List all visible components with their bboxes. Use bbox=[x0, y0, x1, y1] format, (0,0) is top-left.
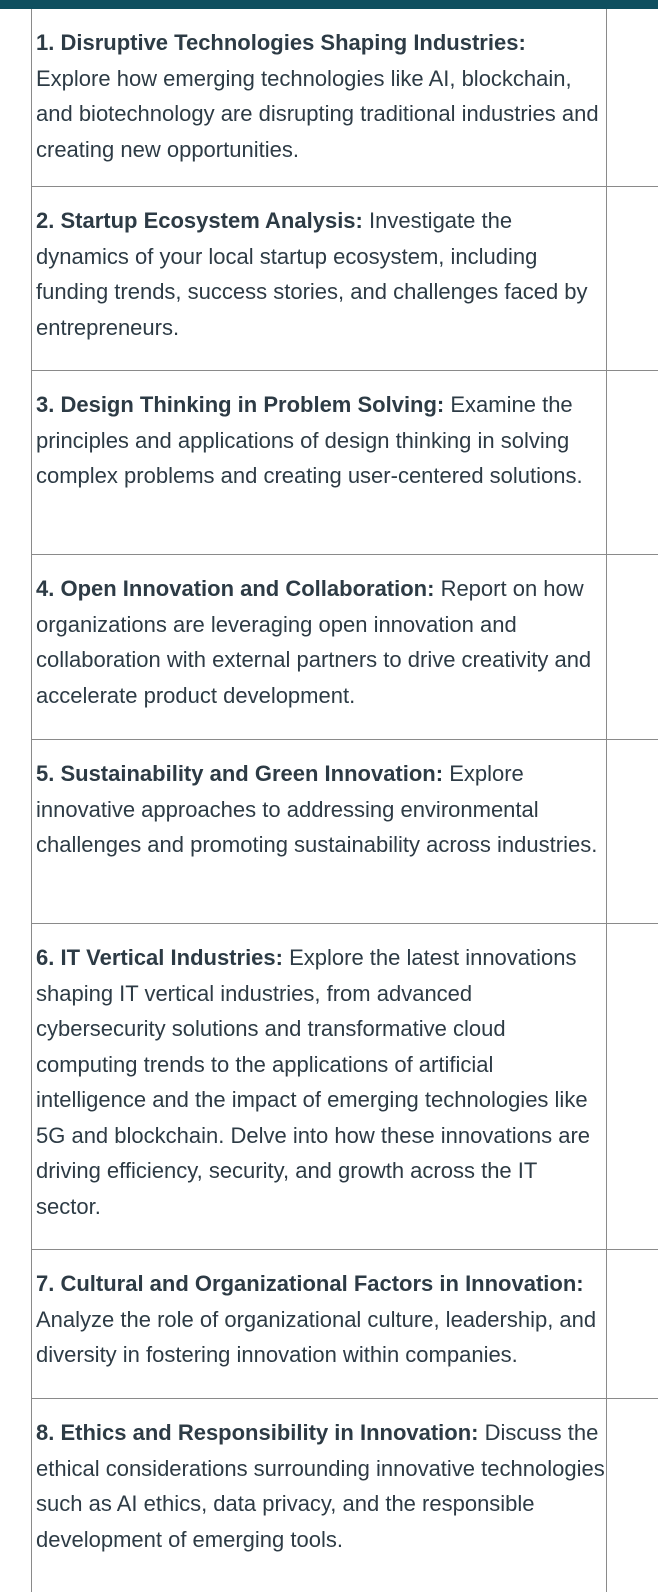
topics-table: 1. Disruptive Technologies Shaping Indus… bbox=[31, 9, 658, 1592]
table-row: 7. Cultural and Organizational Factors i… bbox=[32, 1250, 658, 1399]
topic-cell: 7. Cultural and Organizational Factors i… bbox=[32, 1250, 607, 1398]
table-row: 3. Design Thinking in Problem Solving: E… bbox=[32, 371, 658, 555]
table-row: 8. Ethics and Responsibility in Innovati… bbox=[32, 1399, 658, 1592]
side-cell bbox=[607, 371, 658, 554]
topic-cell: 8. Ethics and Responsibility in Innovati… bbox=[32, 1399, 607, 1592]
topic-cell: 6. IT Vertical Industries: Explore the l… bbox=[32, 924, 607, 1249]
topic-title: 5. Sustainability and Green Innovation: bbox=[36, 761, 450, 786]
side-cell bbox=[607, 1250, 658, 1398]
topic-description: Investigate the dynamics of your local s… bbox=[36, 208, 588, 340]
top-banner-strip bbox=[0, 0, 658, 9]
table-row: 1. Disruptive Technologies Shaping Indus… bbox=[32, 9, 658, 187]
topic-title: 3. Design Thinking in Problem Solving: bbox=[36, 392, 451, 417]
table-row: 6. IT Vertical Industries: Explore the l… bbox=[32, 924, 658, 1250]
topic-description: Examine the principles and applications … bbox=[36, 392, 583, 488]
topic-description: Discuss the ethical considerations surro… bbox=[36, 1420, 605, 1552]
topic-cell: 4. Open Innovation and Collaboration: Re… bbox=[32, 555, 607, 739]
topic-cell: 5. Sustainability and Green Innovation: … bbox=[32, 740, 607, 923]
topic-title: 1. Disruptive Technologies Shaping Indus… bbox=[36, 30, 526, 55]
side-cell bbox=[607, 740, 658, 923]
topic-title: 6. IT Vertical Industries: bbox=[36, 945, 290, 970]
topic-description: Explore the latest innovations shaping I… bbox=[36, 945, 591, 1219]
topic-cell: 2. Startup Ecosystem Analysis: Investiga… bbox=[32, 187, 607, 370]
side-cell bbox=[607, 555, 658, 739]
topic-description: Analyze the role of organizational cultu… bbox=[36, 1306, 597, 1368]
topic-title: 7. Cultural and Organizational Factors i… bbox=[36, 1271, 584, 1296]
side-cell bbox=[607, 924, 658, 1249]
topic-cell: 1. Disruptive Technologies Shaping Indus… bbox=[32, 9, 607, 186]
table-row: 2. Startup Ecosystem Analysis: Investiga… bbox=[32, 187, 658, 371]
topic-cell: 3. Design Thinking in Problem Solving: E… bbox=[32, 371, 607, 554]
topic-title: 2. Startup Ecosystem Analysis: bbox=[36, 208, 369, 233]
topic-description: Report on how organizations are leveragi… bbox=[36, 576, 592, 708]
topic-title: 8. Ethics and Responsibility in Innovati… bbox=[36, 1420, 485, 1445]
topic-description: Explore innovative approaches to address… bbox=[36, 761, 598, 857]
topic-title: 4. Open Innovation and Collaboration: bbox=[36, 576, 441, 601]
table-row: 5. Sustainability and Green Innovation: … bbox=[32, 740, 658, 924]
topic-description: Explore how emerging technologies like A… bbox=[36, 65, 599, 162]
table-row: 4. Open Innovation and Collaboration: Re… bbox=[32, 555, 658, 740]
side-cell bbox=[607, 9, 658, 186]
side-cell bbox=[607, 1399, 658, 1592]
side-cell bbox=[607, 187, 658, 370]
